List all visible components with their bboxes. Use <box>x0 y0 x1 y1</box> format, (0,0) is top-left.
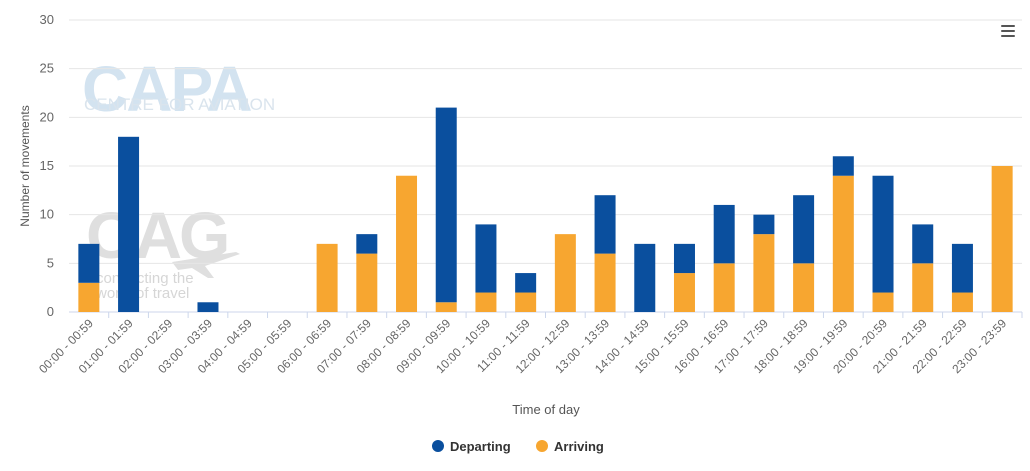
y-tick-label: 15 <box>40 158 54 173</box>
bar-departing[interactable] <box>673 243 695 274</box>
bar-departing[interactable] <box>832 156 854 176</box>
bar-departing[interactable] <box>118 136 140 312</box>
legend-marker-departing[interactable] <box>432 440 444 452</box>
bar-arriving[interactable] <box>554 234 576 312</box>
bar-arriving[interactable] <box>475 292 497 312</box>
legend-marker-arriving[interactable] <box>536 440 548 452</box>
oag-watermark-logo: OAG connecting the world of travel <box>86 198 240 302</box>
bar-departing[interactable] <box>435 107 457 303</box>
y-tick-label: 5 <box>47 255 54 270</box>
legend-label-arriving[interactable]: Arriving <box>554 439 604 454</box>
x-axis-title: Time of day <box>512 402 580 417</box>
bar-departing[interactable] <box>78 243 100 283</box>
airplane-icon <box>172 252 240 278</box>
y-tick-label: 10 <box>40 207 54 222</box>
bar-arriving[interactable] <box>316 243 338 312</box>
bar-departing[interactable] <box>793 195 815 264</box>
bar-departing[interactable] <box>356 234 378 254</box>
capa-watermark-logo: CAPA CENTRE FOR AVIATION <box>82 53 275 125</box>
bar-departing[interactable] <box>713 204 735 264</box>
bar-departing[interactable] <box>634 243 656 312</box>
bar-arriving[interactable] <box>356 253 378 312</box>
bar-departing[interactable] <box>912 224 934 264</box>
bar-departing[interactable] <box>475 224 497 293</box>
y-tick-label: 25 <box>40 61 54 76</box>
bar-arriving[interactable] <box>78 282 100 312</box>
bar-arriving[interactable] <box>753 234 775 312</box>
bar-arriving[interactable] <box>435 302 457 312</box>
bar-departing[interactable] <box>515 273 537 293</box>
y-axis-title: Number of movements <box>18 105 32 226</box>
capa-logo-text: CAPA <box>82 53 251 125</box>
bar-departing[interactable] <box>594 195 616 254</box>
bar-arriving[interactable] <box>673 273 695 312</box>
bars <box>78 107 1013 312</box>
y-tick-label: 0 <box>47 304 54 319</box>
oag-tagline-2: world of travel <box>95 285 189 302</box>
bar-arriving[interactable] <box>951 292 973 312</box>
bar-departing[interactable] <box>197 302 219 312</box>
bar-arriving[interactable] <box>872 292 894 312</box>
hamburger-menu-icon[interactable] <box>998 22 1018 40</box>
y-axis: 0 5 10 15 20 25 30 <box>40 12 54 319</box>
bar-arriving[interactable] <box>515 292 537 312</box>
bar-arriving[interactable] <box>396 175 418 312</box>
bar-arriving[interactable] <box>594 253 616 312</box>
bar-arriving[interactable] <box>912 263 934 312</box>
legend-label-departing[interactable]: Departing <box>450 439 511 454</box>
y-tick-label: 30 <box>40 12 54 27</box>
bar-departing[interactable] <box>872 175 894 293</box>
bar-arriving[interactable] <box>832 175 854 312</box>
bar-arriving[interactable] <box>793 263 815 312</box>
bar-departing[interactable] <box>951 243 973 293</box>
capa-tagline: CENTRE FOR AVIATION <box>84 95 275 114</box>
bar-departing[interactable] <box>753 214 775 235</box>
bar-arriving[interactable] <box>991 166 1013 312</box>
legend: Departing Arriving <box>432 439 604 454</box>
y-tick-label: 20 <box>40 109 54 124</box>
bar-arriving[interactable] <box>713 263 735 312</box>
